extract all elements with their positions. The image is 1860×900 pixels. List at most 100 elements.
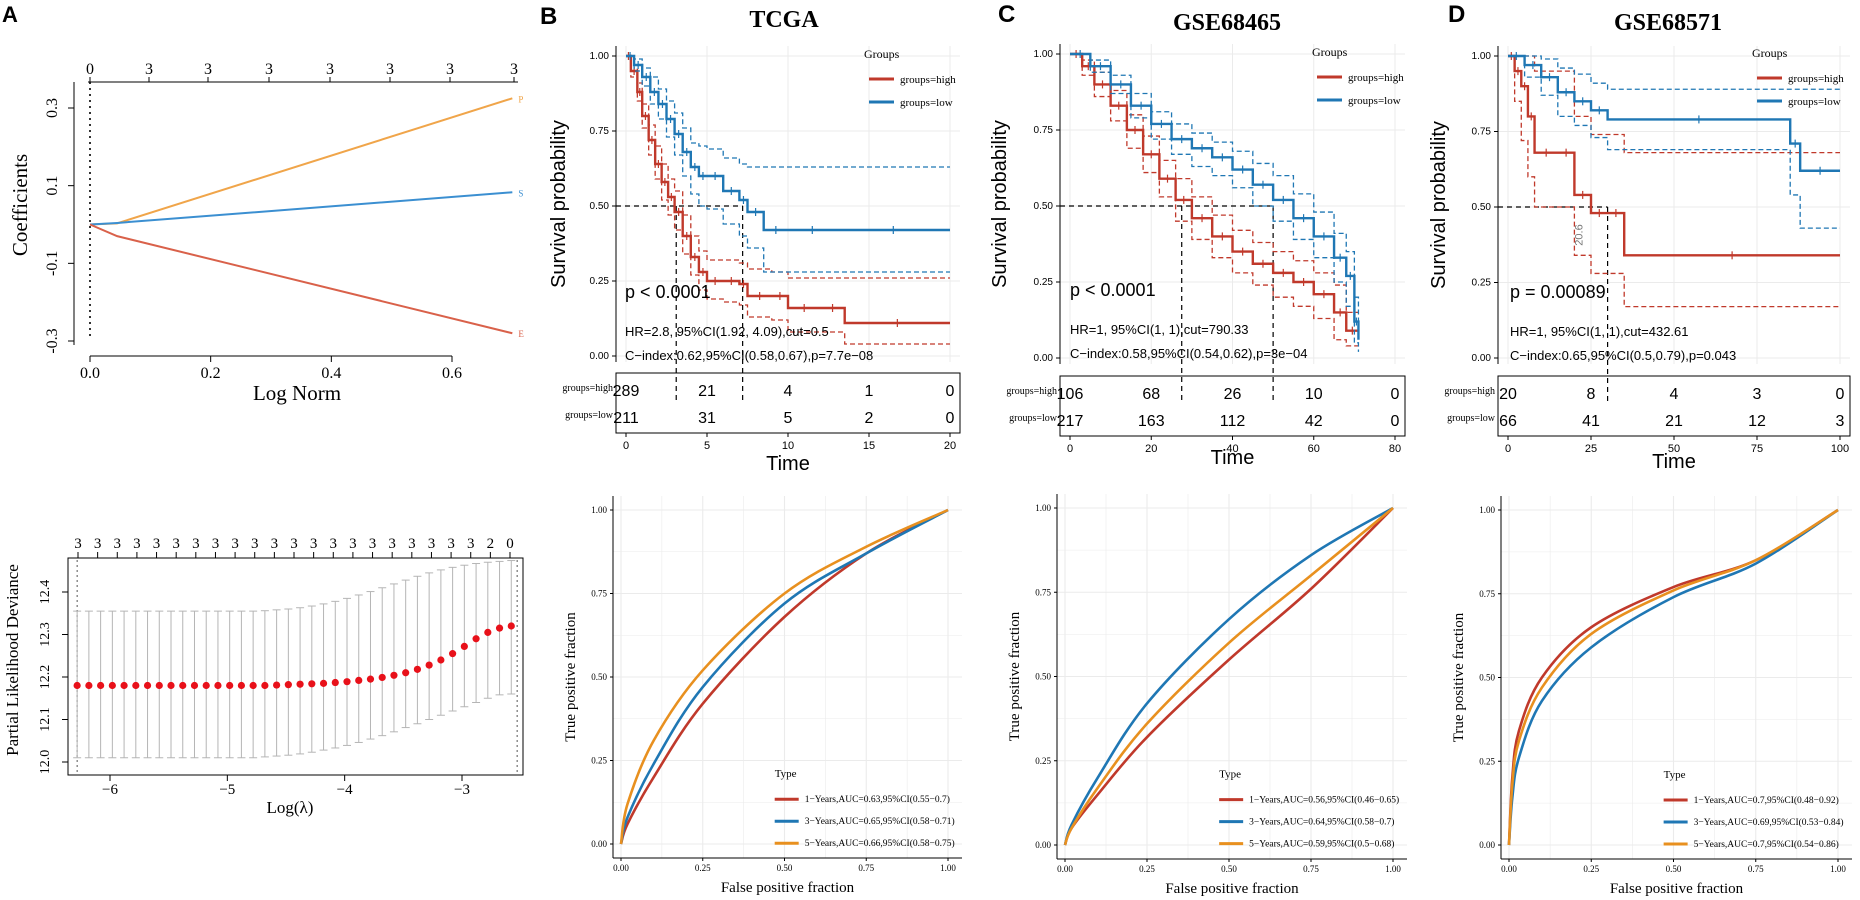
cv-point: [284, 681, 292, 689]
cv-x-tick-label: −3: [454, 782, 470, 798]
km-ci-lower: [1070, 53, 1360, 352]
cv-point: [472, 635, 480, 643]
cv-top-tick-label: 3: [369, 536, 377, 552]
roc-curve: [1063, 506, 1394, 846]
km-ylabel: Survival probability: [989, 120, 1011, 288]
km-risk-count: 5: [784, 410, 793, 427]
chart-title-gse68465: GSE68465: [1173, 10, 1281, 36]
roc-x-tick-label: 1.00: [940, 863, 956, 873]
roc-y-tick-label: 0.75: [1479, 589, 1495, 599]
roc-legend-item: 3−Years,AUC=0.69,95%CI(0.53−0.84): [1694, 817, 1844, 828]
roc-x-tick-label: 0.50: [1221, 864, 1237, 874]
cv-top-tick-label: 0: [506, 536, 514, 552]
km-legend-item: groups=high: [900, 74, 956, 86]
roc-plot-tcga: 0.00 0.25 0.50 0.75 1.00 0.00 0.25 0.50 0.75 1.00…: [563, 496, 962, 896]
cv-point: [460, 642, 468, 651]
roc-legend-title: Type: [1219, 769, 1241, 781]
km-risk-count: 31: [698, 410, 716, 427]
roc-y-tick-label: 1.00: [1035, 503, 1051, 513]
lasso-top-tick-label: 3: [204, 61, 212, 78]
cv-top-tick-label: 3: [172, 536, 180, 552]
roc-curve: [1063, 506, 1394, 846]
cv-top-tick-label: 3: [153, 536, 161, 552]
lasso-top-tick-label: 3: [265, 61, 273, 78]
roc-plot-gse68571: 0.00 0.25 0.50 0.75 1.00 0.00 0.25 0.50 0.75 1.00…: [1451, 496, 1852, 897]
km-risk-count: 4: [1670, 386, 1679, 403]
roc-legend-item: 5−Years,AUC=0.7,95%CI(0.54−0.86): [1694, 839, 1839, 850]
km-risk-count: 0: [946, 383, 955, 400]
cv-xlabel: Log(λ): [267, 798, 314, 817]
roc-x-tick-label: 0.00: [1057, 864, 1073, 874]
cv-top-tick-label: 3: [349, 536, 357, 552]
lasso-top-tick-label: 3: [386, 61, 394, 78]
km-ci-upper: [626, 55, 950, 168]
roc-curve: [1507, 508, 1839, 846]
cv-point: [437, 656, 445, 664]
lasso-y-tick-label: 0.1: [44, 176, 61, 196]
lasso-top-tick-label: 3: [145, 61, 153, 78]
roc-y-tick-label: 0.75: [1035, 587, 1051, 597]
cv-point: [273, 681, 281, 689]
km-legend-item: groups=low: [1348, 95, 1401, 107]
km-x-tick-label: 10: [782, 440, 794, 452]
lasso-line-label: P: [518, 94, 523, 104]
cv-point: [85, 681, 93, 690]
cv-point: [214, 681, 222, 690]
cv-plot-box: [67, 557, 524, 776]
roc-legend-item: 3−Years,AUC=0.64,95%CI(0.58−0.7): [1249, 817, 1394, 828]
roc-legend-item: 5−Years,AUC=0.66,95%CI(0.58−0.75): [805, 838, 955, 849]
km-pvalue: p < 0.0001: [1070, 280, 1156, 300]
lasso-x-tick-label: 0.0: [80, 365, 100, 382]
cv-top-tick-label: 3: [290, 536, 298, 552]
km-risk-count: 21: [698, 383, 716, 400]
km-risk-row-label: groups=low: [1447, 413, 1496, 424]
cv-top-tick-label: 2: [487, 536, 495, 552]
km-y-tick-label: 0.25: [590, 276, 610, 287]
roc-legend-item: 3−Years,AUC=0.65,95%CI(0.58−0.71): [805, 816, 955, 827]
cv-top-tick-label: 3: [388, 536, 396, 552]
km-risk-row-label: groups=high: [562, 383, 613, 394]
roc-x-tick-label: 0.75: [1748, 864, 1764, 874]
panel-label-a: A: [2, 2, 18, 27]
km-x-tick-label: 75: [1751, 443, 1763, 455]
km-x-tick-label: 20: [1145, 443, 1157, 455]
cv-point: [155, 681, 163, 690]
cv-top-tick-label: 3: [251, 536, 259, 552]
km-ylabel: Survival probability: [548, 120, 570, 288]
km-ci-upper: [1070, 53, 1359, 314]
km-risk-count: 68: [1142, 386, 1160, 403]
km-pvalue: p < 0.0001: [625, 282, 711, 302]
roc-legend-title: Type: [1664, 769, 1686, 781]
lasso-line-label: E: [518, 329, 524, 339]
lasso-y-tick-label: -0.1: [44, 251, 61, 276]
km-risk-count: 8: [1587, 386, 1596, 403]
panel-label-d: D: [1448, 1, 1465, 28]
cv-top-tick-label: 3: [231, 536, 239, 552]
roc-y-tick-label: 0.75: [591, 589, 607, 599]
cv-top-tick-label: 3: [212, 536, 220, 552]
cv-point: [449, 650, 457, 658]
roc-legend-title: Type: [775, 768, 797, 780]
km-hr-text: HR=2.8, 95%CI(1.92, 4.09),cut=0.5: [625, 324, 829, 339]
km-x-tick-label: 80: [1389, 443, 1401, 455]
lasso-top-tick-label: 3: [510, 61, 518, 78]
km-y-tick-label: 0.00: [1472, 353, 1492, 364]
cv-top-tick-label: 3: [428, 536, 436, 552]
roc-y-tick-label: 0.50: [591, 672, 607, 682]
chart-title-tcga: TCGA: [749, 7, 819, 33]
roc-plot-gse68465: 0.00 0.25 0.50 0.75 1.00 0.00 0.25 0.50 0.75 1.00…: [1007, 494, 1407, 897]
roc-ylabel: True positive fraction: [563, 612, 579, 742]
km-risk-row-label: groups=low: [1009, 413, 1058, 424]
lasso-line-e: [89, 223, 513, 335]
km-xlabel: Time: [1652, 451, 1696, 473]
km-y-tick-label: 1.00: [1472, 51, 1492, 62]
km-x-tick-label: 60: [1308, 443, 1320, 455]
cv-top-tick-label: 3: [447, 536, 455, 552]
lasso-x-tick-label: 0.4: [321, 365, 341, 382]
roc-y-tick-label: 1.00: [591, 505, 607, 515]
cv-point: [495, 624, 504, 632]
roc-xlabel: False positive fraction: [1610, 881, 1744, 897]
km-plot-gse68465: 0.00 0.25 0.50 0.75 1.00 Survival probability…: [989, 44, 1406, 469]
cv-point: [108, 681, 116, 690]
